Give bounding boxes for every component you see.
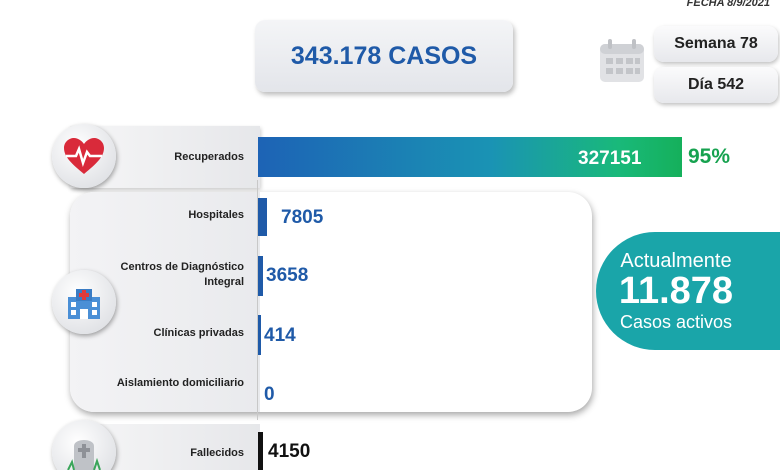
- active-cases-number: 11.878: [618, 270, 734, 312]
- day-label: Día 542: [687, 76, 745, 93]
- private-clinics-bar: [258, 315, 261, 355]
- recovered-value: 327151: [578, 148, 642, 169]
- home-isolation-label: Aislamiento domiciliario: [116, 377, 244, 389]
- cdi-bar: [258, 256, 263, 296]
- hospital-icon: [68, 289, 100, 319]
- recovered-icon-badge: [52, 124, 116, 188]
- hospitals-bar: [258, 198, 267, 236]
- deceased-label: Fallecidos: [190, 447, 244, 459]
- total-cases-label: 343.178 CASOS: [290, 41, 478, 70]
- hospital-icon-badge: [52, 270, 116, 334]
- hospitals-label: Hospitales: [188, 209, 244, 221]
- heart-pulse-icon: [64, 138, 104, 174]
- week-label: Semana 78: [674, 35, 758, 52]
- tombstone-icon: [67, 440, 101, 470]
- recovered-label: Recuperados: [174, 151, 244, 163]
- deceased-value: 4150: [268, 441, 311, 462]
- report-date: FECHA 8/9/2021: [686, 0, 770, 9]
- active-cases-line1: Actualmente: [620, 250, 732, 272]
- cdi-label: Centros de Diagnóstico Integral: [120, 261, 244, 288]
- hospitals-value: 7805: [281, 207, 324, 228]
- active-cases-line3: Casos activos: [619, 312, 733, 332]
- cdi-value: 3658: [266, 265, 309, 286]
- day-badge: Día 542: [654, 67, 778, 103]
- week-badge: Semana 78: [654, 26, 778, 62]
- deceased-icon-badge: [52, 420, 116, 470]
- total-cases-box: 343.178 CASOS: [255, 20, 513, 92]
- deceased-bar: [258, 432, 263, 470]
- axis-line: [257, 180, 258, 420]
- private-clinics-value: 414: [264, 325, 296, 346]
- private-clinics-label: Clínicas privadas: [153, 327, 245, 339]
- active-cases-badge: Actualmente 11.878 Casos activos: [596, 232, 780, 350]
- recovered-percent: 95%: [688, 145, 731, 168]
- recovered-bar: [258, 137, 682, 177]
- home-isolation-value: 0: [264, 384, 275, 405]
- calendar-icon: [600, 39, 644, 82]
